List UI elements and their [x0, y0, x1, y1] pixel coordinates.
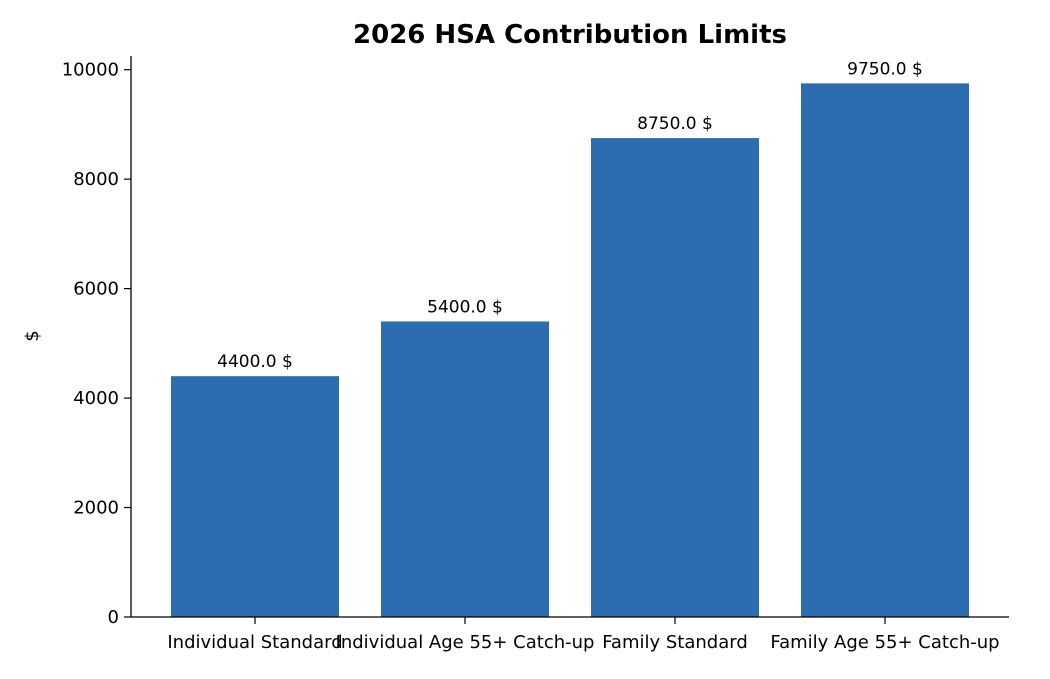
bar	[381, 321, 549, 617]
y-axis-label: $	[22, 330, 43, 341]
data-label: 4400.0 $	[217, 352, 293, 372]
y-tick-label: 0	[108, 607, 119, 628]
axes	[130, 56, 1009, 618]
y-tick-label: 10000	[62, 60, 119, 81]
x-tick-label: Family Age 55+ Catch-up	[770, 632, 999, 653]
y-tick-label: 2000	[73, 498, 119, 519]
x-tick-label: Family Standard	[602, 632, 748, 653]
data-label: 9750.0 $	[847, 59, 923, 79]
y-tick-label: 4000	[73, 388, 119, 409]
x-tick-label: Individual Age 55+ Catch-up	[336, 632, 595, 653]
bar	[801, 83, 969, 618]
data-label: 5400.0 $	[427, 297, 503, 317]
y-tick-label: 6000	[73, 279, 119, 300]
y-tick-label: 8000	[73, 169, 119, 190]
bar	[591, 138, 759, 617]
bar	[171, 376, 339, 617]
data-label: 8750.0 $	[637, 114, 713, 134]
chart-title: 2026 HSA Contribution Limits	[353, 20, 787, 50]
x-tick-label: Individual Standard	[167, 632, 342, 653]
y-axis-ticks: 0 2000 4000 6000 8000 10000	[62, 60, 131, 628]
bars-layer: 4400.0 $ 5400.0 $ 8750.0 $ 9750.0 $	[171, 59, 969, 618]
